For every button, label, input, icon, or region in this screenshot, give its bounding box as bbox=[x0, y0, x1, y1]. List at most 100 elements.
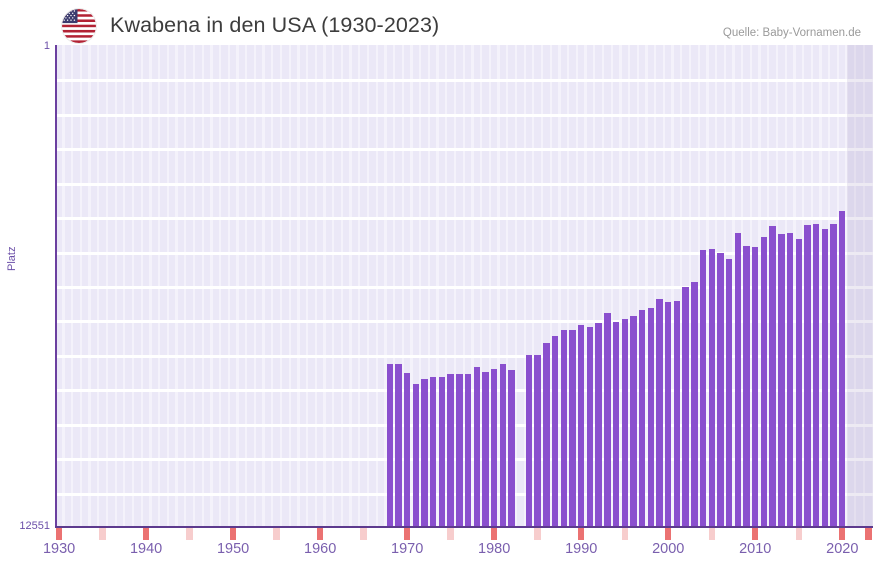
bar[interactable] bbox=[725, 258, 733, 527]
bar[interactable] bbox=[430, 376, 437, 527]
grid-line-horizontal bbox=[55, 114, 873, 117]
x-axis-line bbox=[55, 526, 873, 528]
bar[interactable] bbox=[665, 301, 672, 527]
x-axis-tick-label: 1980 bbox=[478, 541, 511, 557]
grid-lines bbox=[55, 45, 873, 527]
x-tick-major bbox=[229, 528, 237, 540]
grid-line-horizontal bbox=[55, 389, 873, 392]
bar[interactable] bbox=[769, 226, 776, 527]
bar[interactable] bbox=[543, 342, 550, 527]
bar[interactable] bbox=[682, 286, 689, 527]
bar[interactable] bbox=[403, 372, 411, 527]
x-tick-minor bbox=[273, 528, 280, 540]
bar[interactable] bbox=[577, 325, 585, 527]
bar[interactable] bbox=[795, 239, 802, 527]
bar[interactable] bbox=[647, 307, 655, 527]
x-axis-tick-label: 2010 bbox=[739, 541, 772, 557]
bar[interactable] bbox=[438, 376, 446, 527]
bar[interactable] bbox=[717, 253, 724, 527]
bar[interactable] bbox=[621, 319, 628, 527]
bar[interactable] bbox=[778, 233, 785, 527]
bar[interactable] bbox=[604, 313, 611, 527]
bar[interactable] bbox=[839, 210, 846, 527]
us-flag-icon bbox=[62, 9, 96, 43]
x-tick-major bbox=[403, 528, 411, 540]
x-tick-minor bbox=[534, 528, 541, 540]
x-tick-major bbox=[55, 528, 63, 540]
bar[interactable] bbox=[421, 378, 428, 527]
bar-series bbox=[55, 45, 873, 527]
x-tick-major bbox=[142, 528, 150, 540]
bar[interactable] bbox=[612, 322, 620, 527]
x-tick-minor bbox=[186, 528, 193, 540]
bar[interactable] bbox=[595, 323, 602, 527]
bar[interactable] bbox=[412, 384, 420, 527]
bar[interactable] bbox=[586, 326, 594, 527]
x-axis-tick-label: 1940 bbox=[129, 541, 163, 557]
grid-line-horizontal bbox=[55, 493, 873, 496]
chart-header: Kwabena in den USA (1930-2023) Quelle: B… bbox=[0, 0, 873, 45]
bar[interactable] bbox=[473, 366, 480, 527]
bar[interactable] bbox=[734, 233, 742, 527]
grid-line-horizontal bbox=[55, 424, 873, 427]
y-axis-title: Platz bbox=[6, 246, 18, 271]
x-axis-tick-label: 1960 bbox=[304, 541, 337, 557]
bar[interactable] bbox=[386, 363, 393, 527]
bar[interactable] bbox=[786, 233, 794, 527]
bar[interactable] bbox=[551, 335, 559, 527]
bar[interactable] bbox=[743, 245, 750, 527]
bar[interactable] bbox=[456, 373, 463, 527]
bar[interactable] bbox=[804, 225, 811, 527]
grid-line-horizontal bbox=[55, 148, 873, 151]
bar[interactable] bbox=[569, 329, 576, 527]
bar[interactable] bbox=[464, 373, 472, 527]
bar[interactable] bbox=[673, 300, 681, 527]
x-axis-tick-label: 2000 bbox=[652, 541, 685, 557]
bar[interactable] bbox=[560, 329, 568, 527]
x-tick-major bbox=[577, 528, 585, 540]
source-attribution: Quelle: Baby-Vornamen.de bbox=[722, 27, 861, 39]
bar[interactable] bbox=[447, 373, 454, 527]
bar[interactable] bbox=[691, 282, 698, 527]
x-tick-major bbox=[865, 528, 872, 540]
bar[interactable] bbox=[752, 247, 759, 527]
bar[interactable] bbox=[395, 363, 402, 527]
bar[interactable] bbox=[812, 224, 820, 527]
bar[interactable] bbox=[638, 309, 646, 527]
bar[interactable] bbox=[656, 299, 663, 527]
x-axis-tick-label: 1950 bbox=[216, 541, 250, 557]
bar[interactable] bbox=[699, 250, 707, 527]
x-tick-minor bbox=[708, 528, 715, 540]
x-axis-tick-label: 1990 bbox=[565, 541, 598, 557]
x-axis-tick-label: 2020 bbox=[826, 541, 859, 557]
grid-line-horizontal bbox=[55, 217, 873, 220]
x-tick-minor bbox=[795, 528, 802, 540]
bar[interactable] bbox=[490, 369, 498, 527]
bar[interactable] bbox=[482, 372, 489, 527]
x-tick-major bbox=[752, 528, 759, 540]
grid-line-horizontal bbox=[55, 286, 873, 289]
bar[interactable] bbox=[760, 237, 768, 527]
bar[interactable] bbox=[708, 248, 715, 527]
x-tick-minor bbox=[621, 528, 628, 540]
bar[interactable] bbox=[499, 363, 507, 527]
grid-line-horizontal bbox=[55, 183, 873, 186]
bar[interactable] bbox=[630, 316, 637, 527]
y-axis-top-label: 1 bbox=[43, 40, 50, 52]
x-tick-minor bbox=[447, 528, 454, 540]
bar[interactable] bbox=[821, 228, 829, 527]
plot-area bbox=[55, 45, 873, 527]
x-axis-tick-label: 1970 bbox=[391, 541, 424, 557]
grid-line-horizontal bbox=[55, 79, 873, 82]
bar[interactable] bbox=[830, 223, 837, 527]
y-axis-line bbox=[55, 45, 57, 527]
grid-line-horizontal bbox=[55, 252, 873, 255]
y-axis-bottom-label: 12551 bbox=[19, 520, 50, 532]
x-tick-minor bbox=[99, 528, 106, 540]
bar[interactable] bbox=[508, 370, 515, 527]
x-tick-major bbox=[490, 528, 498, 540]
bar[interactable] bbox=[534, 355, 541, 527]
x-axis-tick-label: 1930 bbox=[42, 541, 76, 557]
bar[interactable] bbox=[525, 355, 533, 527]
